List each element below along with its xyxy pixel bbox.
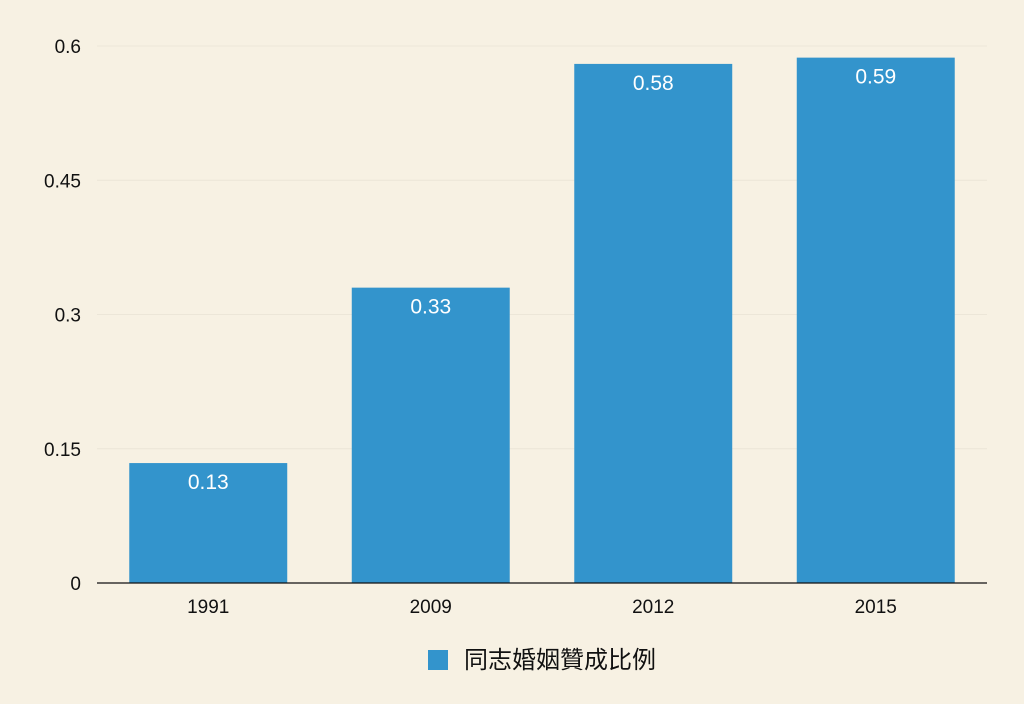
- legend-swatch: [428, 650, 448, 670]
- y-tick-label: 0.45: [44, 171, 81, 192]
- bar-2012: [574, 63, 733, 583]
- data-label-2009: 0.33: [410, 296, 451, 319]
- x-tick-label: 1991: [187, 597, 229, 618]
- bar-1991: [129, 463, 288, 583]
- bars: [129, 57, 955, 583]
- bar-2015: [796, 57, 955, 583]
- y-tick-label: 0.6: [55, 37, 81, 58]
- x-tick-label: 2012: [632, 597, 674, 618]
- y-tick-label: 0: [70, 574, 81, 595]
- data-labels: 0.13 0.33 0.58 0.59: [188, 66, 896, 494]
- data-label-2015: 0.59: [855, 66, 896, 89]
- data-label-1991: 0.13: [188, 471, 229, 494]
- legend: 同志婚姻贊成比例: [428, 646, 656, 674]
- y-tick-label: 0.15: [44, 440, 81, 461]
- data-label-2012: 0.58: [633, 72, 674, 95]
- y-tick-label: 0.3: [55, 306, 81, 327]
- bar-2009: [351, 287, 510, 583]
- x-tick-label: 2015: [855, 597, 897, 618]
- legend-label: 同志婚姻贊成比例: [464, 646, 656, 674]
- x-tick-label: 2009: [410, 597, 452, 618]
- axes: 0 0.15 0.3 0.45 0.6 1991 2009 2012 2015: [44, 37, 987, 618]
